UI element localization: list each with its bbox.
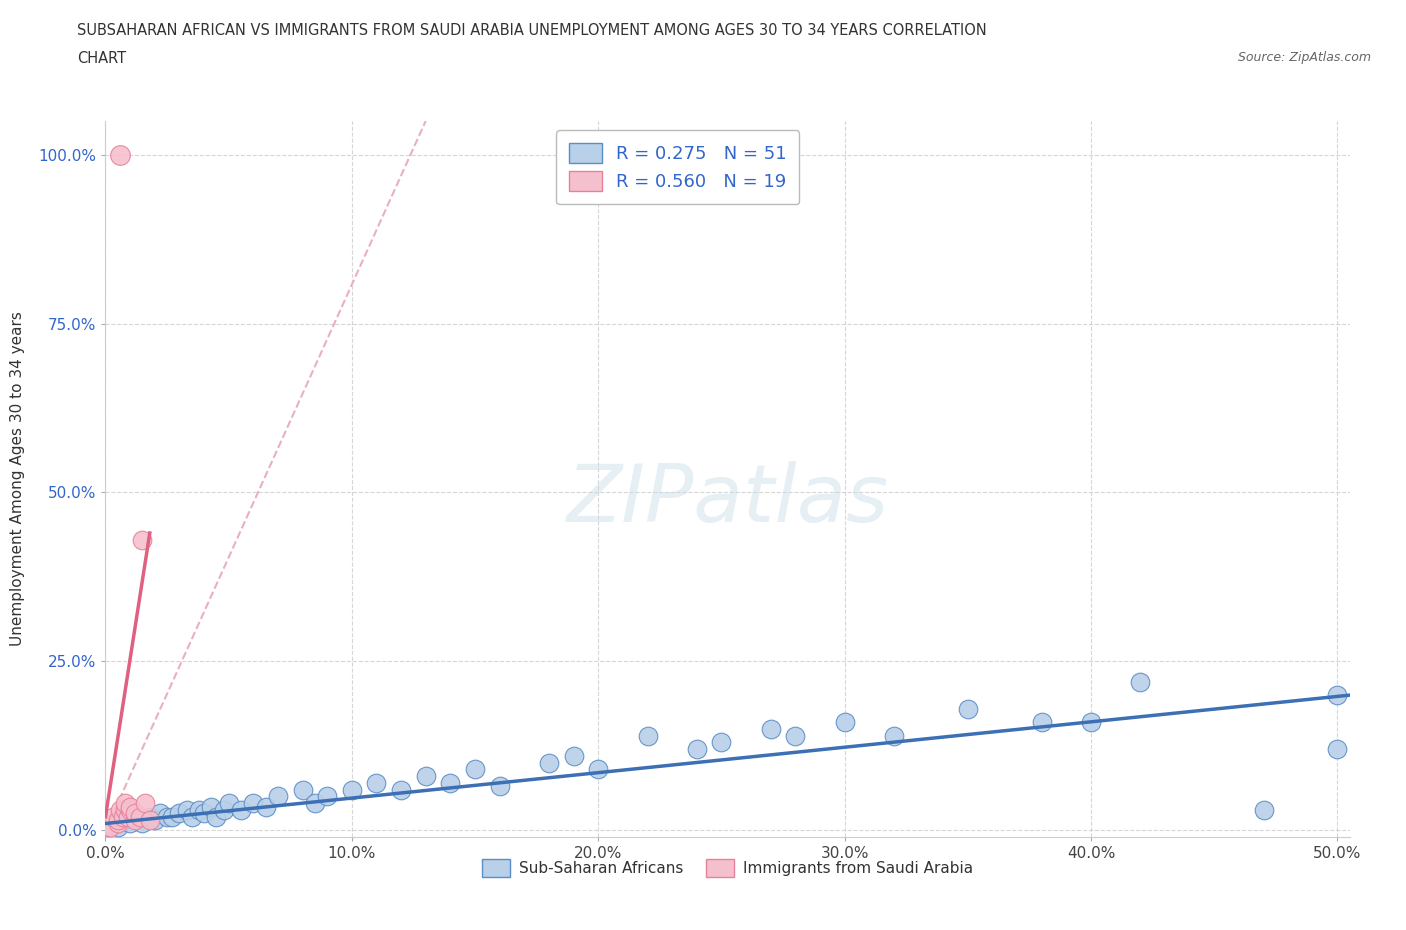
Point: [139, 809, 162, 824]
Point: [562, 749, 585, 764]
Text: CHART: CHART: [77, 51, 127, 66]
Point: [114, 796, 136, 811]
Point: [107, 813, 129, 828]
Point: [120, 803, 142, 817]
Point: [143, 813, 166, 828]
Point: [291, 782, 314, 797]
Point: [110, 147, 132, 162]
Text: ZIPatlas: ZIPatlas: [567, 461, 889, 539]
Point: [139, 813, 162, 828]
Point: [205, 809, 228, 824]
Point: [229, 803, 252, 817]
Point: [637, 728, 659, 743]
Point: [488, 779, 510, 794]
Point: [169, 806, 191, 821]
Point: [1129, 674, 1152, 689]
Point: [100, 819, 122, 834]
Point: [218, 796, 240, 811]
Point: [131, 532, 153, 547]
Point: [117, 809, 139, 824]
Text: Source: ZipAtlas.com: Source: ZipAtlas.com: [1237, 51, 1371, 64]
Point: [415, 769, 437, 784]
Point: [316, 789, 339, 804]
Point: [834, 715, 856, 730]
Point: [1326, 687, 1348, 702]
Point: [439, 776, 461, 790]
Point: [107, 819, 129, 834]
Point: [1253, 803, 1275, 817]
Y-axis label: Unemployment Among Ages 30 to 34 years: Unemployment Among Ages 30 to 34 years: [10, 312, 24, 646]
Point: [1326, 742, 1348, 757]
Point: [785, 728, 807, 743]
Point: [883, 728, 905, 743]
Point: [129, 809, 152, 824]
Point: [188, 803, 211, 817]
Point: [267, 789, 290, 804]
Point: [1031, 715, 1053, 730]
Point: [389, 782, 412, 797]
Point: [254, 799, 277, 814]
Point: [149, 806, 172, 821]
Point: [120, 816, 142, 830]
Point: [1080, 715, 1102, 730]
Point: [111, 813, 134, 828]
Text: SUBSAHARAN AFRICAN VS IMMIGRANTS FROM SAUDI ARABIA UNEMPLOYMENT AMONG AGES 30 TO: SUBSAHARAN AFRICAN VS IMMIGRANTS FROM SA…: [77, 23, 987, 38]
Point: [101, 816, 124, 830]
Point: [956, 701, 979, 716]
Point: [101, 809, 124, 824]
Point: [124, 806, 146, 821]
Point: [193, 806, 215, 821]
Point: [304, 796, 326, 811]
Point: [212, 803, 235, 817]
Point: [759, 722, 782, 737]
Point: [134, 796, 156, 811]
Point: [176, 803, 198, 817]
Point: [94, 816, 117, 830]
Point: [160, 809, 183, 824]
Point: [94, 819, 117, 834]
Point: [114, 803, 136, 817]
Point: [686, 742, 709, 757]
Point: [124, 813, 146, 828]
Legend: Sub-Saharan Africans, Immigrants from Saudi Arabia: Sub-Saharan Africans, Immigrants from Sa…: [477, 853, 979, 884]
Point: [131, 816, 153, 830]
Point: [111, 809, 134, 824]
Point: [366, 776, 388, 790]
Point: [156, 809, 179, 824]
Point: [180, 809, 202, 824]
Point: [242, 796, 264, 811]
Point: [710, 735, 733, 750]
Point: [120, 799, 142, 814]
Point: [586, 762, 609, 777]
Point: [107, 816, 129, 830]
Point: [340, 782, 363, 797]
Point: [200, 799, 222, 814]
Point: [537, 755, 560, 770]
Point: [464, 762, 486, 777]
Point: [124, 809, 146, 824]
Point: [110, 803, 132, 817]
